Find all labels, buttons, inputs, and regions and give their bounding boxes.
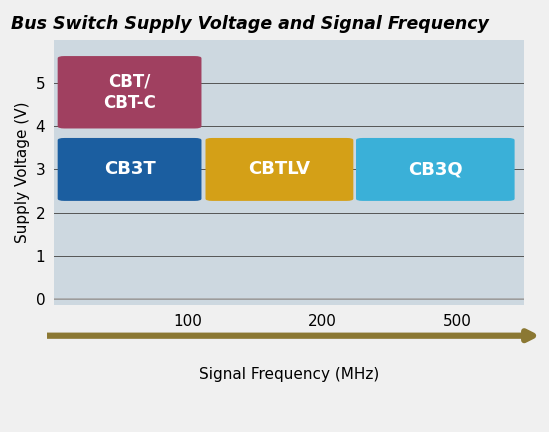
Text: Bus Switch Supply Voltage and Signal Frequency: Bus Switch Supply Voltage and Signal Fre…	[12, 15, 489, 33]
Text: CBT/
CBT-C: CBT/ CBT-C	[103, 72, 156, 112]
Y-axis label: Supply Voltage (V): Supply Voltage (V)	[15, 102, 30, 243]
Text: CB3T: CB3T	[104, 160, 155, 178]
FancyBboxPatch shape	[58, 138, 201, 201]
FancyBboxPatch shape	[356, 138, 514, 201]
FancyBboxPatch shape	[58, 56, 201, 128]
X-axis label: Signal Frequency (MHz): Signal Frequency (MHz)	[199, 368, 379, 382]
Text: CBTLV: CBTLV	[248, 160, 310, 178]
FancyBboxPatch shape	[205, 138, 354, 201]
Text: CB3Q: CB3Q	[408, 160, 463, 178]
